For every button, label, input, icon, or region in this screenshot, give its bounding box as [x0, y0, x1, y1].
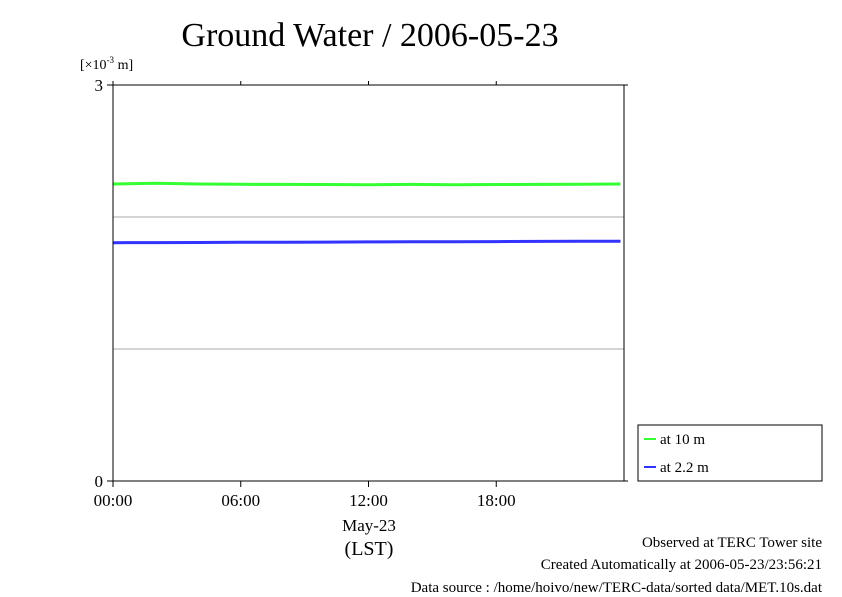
series-layer [112, 181, 621, 245]
legend-label-2-2m: at 2.2 m [660, 460, 709, 476]
x-tick-label: 12:00 [349, 491, 388, 510]
y-axis-unit-label: [×10-3 m] [80, 55, 133, 73]
footer-created: Created Automatically at 2006-05-23/23:5… [540, 557, 822, 573]
legend-box [637, 424, 823, 482]
x-date-label: May-23 [342, 516, 396, 535]
x-tick-label: 06:00 [221, 491, 260, 510]
series-line-0 [112, 181, 621, 187]
plot-frame [112, 84, 625, 482]
x-axis: 00:00 06:00 12:00 18:00 [94, 81, 516, 510]
footer-observed: Observed at TERC Tower site [641, 535, 822, 551]
footer-data-source: Data source : /home/hoivo/new/TERC-data/… [410, 580, 822, 596]
y-axis: 03 [95, 76, 628, 491]
legend: at 10 m at 2.2 m [637, 424, 823, 482]
series-line-1 [112, 239, 621, 245]
x-tick-label: 18:00 [477, 491, 516, 510]
y-gridlines [113, 216, 624, 350]
x-axis-label: (LST) [345, 538, 394, 560]
x-tick-label: 00:00 [94, 491, 133, 510]
chart-title: Ground Water / 2006-05-23 [181, 17, 558, 54]
y-tick-label: 3 [95, 76, 104, 95]
legend-label-10m: at 10 m [660, 432, 705, 448]
y-tick-label: 0 [95, 472, 104, 491]
